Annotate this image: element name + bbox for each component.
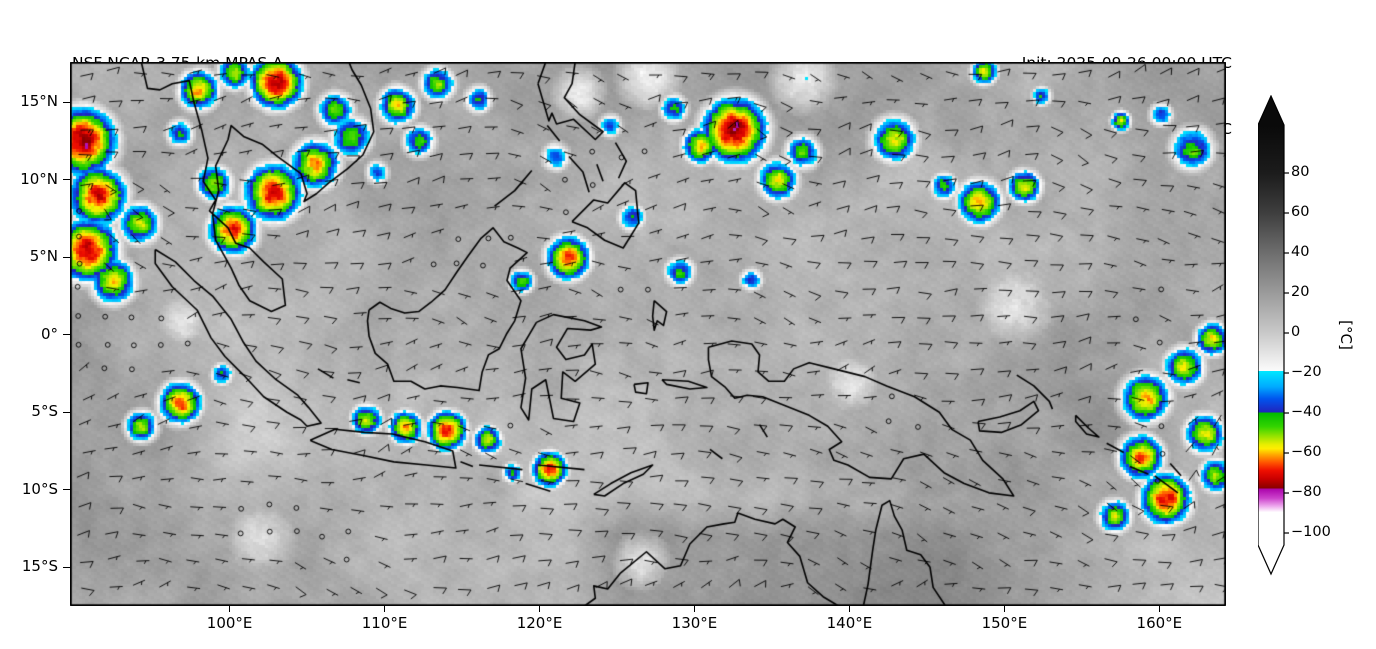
colorbar-gradient: [1258, 95, 1289, 576]
y-axis-tick-label: 15°N: [20, 92, 58, 111]
x-axis-tick: [1003, 606, 1006, 612]
colorbar-tick-label: 60: [1291, 204, 1310, 220]
x-axis-tick-label: 160°E: [1136, 614, 1183, 632]
colorbar-tick-label: −40: [1291, 404, 1322, 420]
colorbar-tick-label: −20: [1291, 364, 1322, 380]
x-axis-tick: [848, 606, 851, 612]
y-axis-tick: [63, 101, 70, 103]
y-axis-tick-label: 0°: [40, 324, 58, 343]
y-axis-tick: [63, 256, 70, 258]
x-axis-tick-label: 100°E: [206, 614, 253, 632]
colorbar-tick-label: −60: [1291, 444, 1322, 460]
x-axis-tick-label: 130°E: [671, 614, 718, 632]
x-axis-tick-label: 110°E: [361, 614, 408, 632]
y-axis-tick-label: 5°N: [29, 247, 58, 266]
colorbar-unit-label: [°C]: [1337, 320, 1355, 350]
colorbar-tick-label: −80: [1291, 484, 1322, 500]
y-axis-tick-label: 10°N: [20, 169, 58, 188]
y-axis-tick: [63, 334, 70, 336]
y-axis-tick: [63, 489, 70, 491]
map-canvas: [70, 62, 1226, 606]
colorbar: [°C] 80 60 40 20 0 −20 −40 −60 −80 −100: [1254, 95, 1376, 595]
x-axis-tick: [383, 606, 386, 612]
colorbar-tick-label: 20: [1291, 284, 1310, 300]
x-axis-tick-label: 120°E: [516, 614, 563, 632]
y-axis-tick-label: 10°S: [21, 479, 58, 498]
y-axis-tick-label: 15°S: [21, 557, 58, 576]
colorbar-tick-label: −100: [1291, 524, 1331, 540]
colorbar-tick-label: 80: [1291, 164, 1310, 180]
y-axis-tick: [63, 179, 70, 181]
x-axis-tick: [1158, 606, 1161, 612]
colorbar-tick-label: 0: [1291, 324, 1301, 340]
x-axis-tick: [228, 606, 231, 612]
x-axis-tick: [538, 606, 541, 612]
y-axis-tick: [63, 566, 70, 568]
y-axis-tick-label: 5°S: [31, 402, 58, 421]
x-axis-tick: [693, 606, 696, 612]
y-axis-tick: [63, 411, 70, 413]
x-axis-tick-label: 150°E: [981, 614, 1028, 632]
x-axis-tick-label: 140°E: [826, 614, 873, 632]
colorbar-tick-label: 40: [1291, 244, 1310, 260]
